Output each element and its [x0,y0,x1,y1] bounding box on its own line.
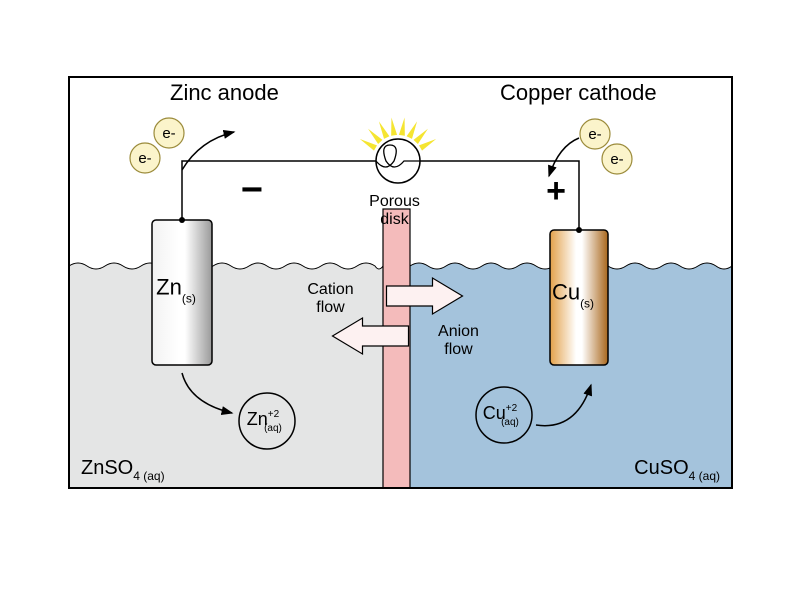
cathode-title: Copper cathode [500,80,657,105]
anode-title: Zinc anode [170,80,279,105]
cation-label2: flow [316,299,345,316]
copper-electrode: Cu(s) [550,227,608,365]
plus-terminal: + [546,172,566,210]
electron-label: e- [610,151,623,168]
zinc-electrode: Zn(s) [152,217,212,365]
cation-label: Cation [307,281,353,298]
electron-label: e- [162,125,175,142]
electron-label: e- [588,126,601,143]
electron-label: e- [138,150,151,167]
porous-label: Porous [369,193,420,210]
minus-terminal: − [241,169,263,211]
anion-label2: flow [444,341,473,358]
anion-label: Anion [438,323,479,340]
porous-disk [383,209,410,488]
porous-label2: disk [380,211,409,228]
galvanic-cell-diagram: Zn(s)Cu(s)−+e-e-e-e-Zn+2(aq)Cu+2(aq)Zinc… [0,0,800,600]
